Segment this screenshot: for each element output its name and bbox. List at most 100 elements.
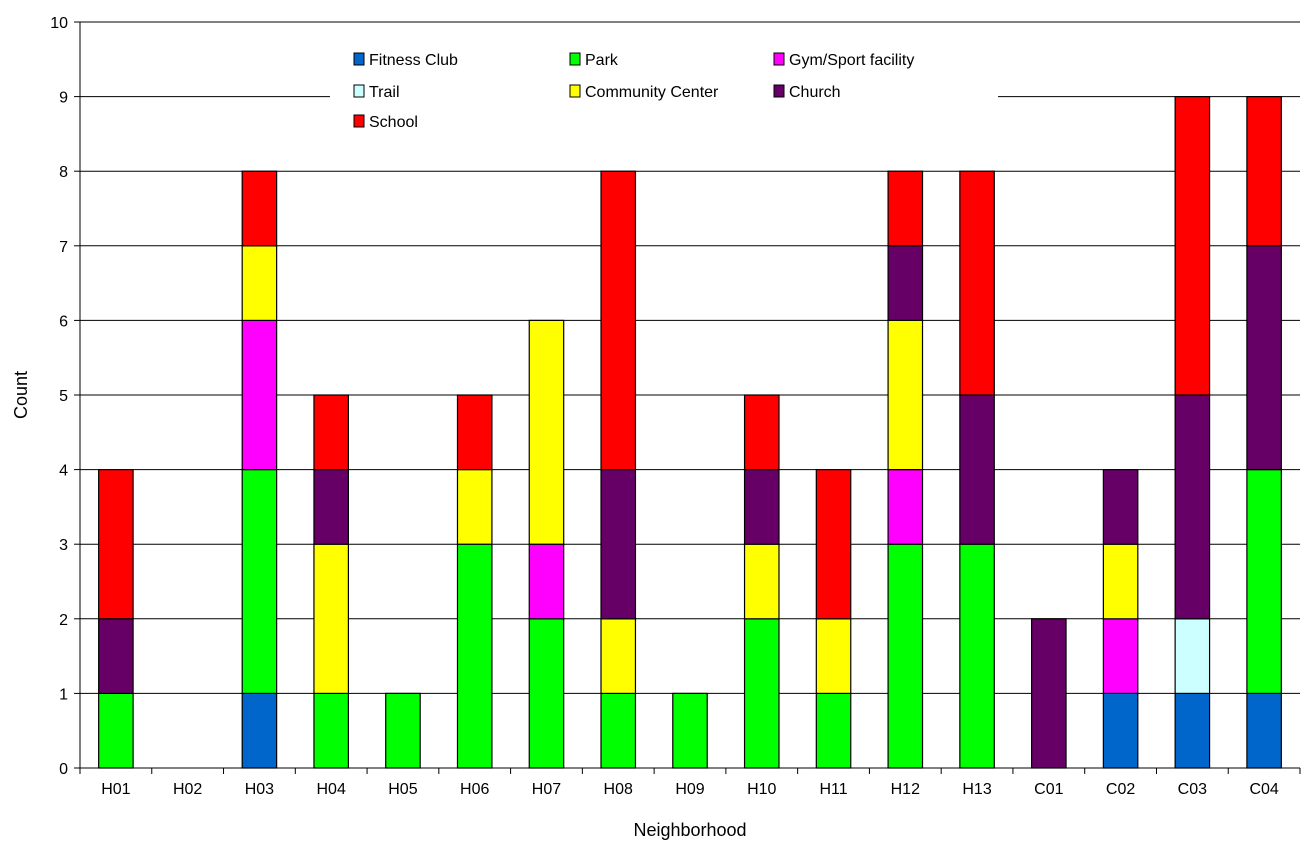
bar-segment-h03-gym-sport-facility	[241, 319, 278, 471]
x-tick-label: C01	[1034, 781, 1063, 798]
bar-segment-c04-fitness-club	[1246, 692, 1282, 769]
y-tick-label: 4	[59, 463, 68, 480]
bar-segment-h10-school	[743, 394, 780, 471]
y-tick-label: 8	[59, 164, 68, 181]
legend-label-fitness-club: Fitness Club	[369, 52, 458, 69]
legend: Fitness Club Park Gym/Sport facility Trail C…	[353, 52, 914, 131]
bar-segment-h03-community-center	[241, 245, 278, 322]
bar-segment-c02-community-center	[1102, 543, 1139, 620]
bar-segment-h08-park	[600, 692, 637, 769]
bar-segment-h12-park	[887, 543, 924, 769]
bar-segment-h13-park	[959, 543, 995, 769]
y-tick-label: 7	[59, 239, 68, 256]
x-tick-label: H06	[460, 781, 489, 798]
legend-label-park: Park	[585, 52, 619, 69]
bar-segment-h10-church	[743, 469, 780, 545]
bar-segment-h06-park	[456, 543, 493, 769]
bar-segment-c02-gym-sport-facility	[1102, 618, 1139, 694]
legend-swatch-community-center	[569, 84, 581, 98]
bar-segment-h11-community-center	[815, 618, 852, 694]
legend-label-trail: Trail	[369, 84, 400, 101]
bar-segment-h08-community-center	[600, 618, 637, 694]
x-tick-label: H07	[532, 781, 561, 798]
x-tick-label: C02	[1106, 781, 1135, 798]
bar-segment-c02-fitness-club	[1102, 692, 1139, 769]
y-tick-label: 3	[59, 537, 68, 554]
x-tick-label: H01	[101, 781, 130, 798]
x-tick-label: H13	[962, 781, 991, 798]
bar-segment-c04-school	[1246, 95, 1282, 247]
legend-swatch-church	[773, 84, 785, 98]
x-tick-label: H12	[891, 781, 920, 798]
legend-label-school: School	[369, 114, 418, 131]
x-tick-label: H04	[316, 781, 345, 798]
bar-segment-h13-school	[959, 170, 995, 396]
bar-segment-h07-community-center	[528, 319, 565, 545]
bar-segment-h04-church	[313, 469, 350, 545]
bar-segment-h04-community-center	[313, 543, 350, 695]
bar-segment-c03-trail	[1174, 618, 1211, 694]
bar-segment-c03-school	[1174, 95, 1211, 396]
legend-swatch-trail	[353, 84, 365, 98]
y-tick-label: 2	[59, 612, 68, 629]
bar-segment-c04-church	[1246, 245, 1282, 471]
legend-swatch-gym-sport-facility	[773, 52, 785, 66]
bar-segment-c02-church	[1102, 469, 1139, 545]
y-axis-title: Count	[11, 371, 31, 419]
bar-segment-h07-gym-sport-facility	[528, 543, 565, 620]
bar-segment-c03-church	[1174, 394, 1211, 620]
bar-segment-h03-park	[241, 469, 278, 695]
x-axis-title: Neighborhood	[633, 820, 746, 840]
x-tick-label: C03	[1178, 781, 1207, 798]
legend-swatch-fitness-club	[353, 52, 365, 66]
bar-segment-h06-community-center	[456, 469, 493, 545]
bar-segment-h10-park	[743, 618, 780, 769]
x-tick-label: H10	[747, 781, 776, 798]
bar-segment-h10-community-center	[743, 543, 780, 620]
legend-label-church: Church	[789, 84, 841, 101]
x-tick-label: H03	[245, 781, 274, 798]
bar-segment-h05-park	[385, 692, 421, 769]
bar-segment-h01-park	[98, 692, 134, 769]
bar-segment-h09-park	[672, 692, 708, 769]
bar-segment-h01-church	[98, 618, 134, 694]
legend-label-gym-sport-facility: Gym/Sport facility	[789, 52, 914, 69]
bar-segment-c01-church	[1030, 618, 1067, 769]
bar-segment-h03-school	[241, 170, 278, 247]
bar-segment-h08-church	[600, 469, 637, 620]
bar-segment-h11-park	[815, 692, 852, 769]
legend-label-community-center: Community Center	[585, 84, 719, 101]
bar-segment-h04-school	[313, 394, 350, 471]
y-tick-label: 5	[59, 388, 68, 405]
y-tick-label: 6	[59, 313, 68, 330]
x-axis: H01 H02 H03 H04 H05 H06 H07 H08 H09 H10 H11 H12 H13 C…	[79, 767, 1301, 798]
bar-segment-h12-gym-sport-facility	[887, 469, 924, 545]
bar-segment-h07-park	[528, 618, 565, 769]
bar-segment-h11-school	[815, 469, 852, 620]
bar-segment-h01-school	[98, 469, 134, 620]
bar-segment-h13-church	[959, 394, 995, 545]
bar-segment-h06-school	[456, 394, 493, 471]
legend-swatch-school	[353, 114, 365, 128]
bar-segment-c04-park	[1246, 469, 1282, 695]
x-tick-label: H11	[819, 781, 847, 798]
bar-segment-h03-fitness-club	[241, 692, 278, 769]
bar-segment-h12-community-center	[887, 319, 924, 471]
x-tick-label: H05	[388, 781, 417, 798]
bar-segment-h04-park	[313, 692, 350, 769]
x-tick-label: H08	[604, 781, 633, 798]
x-tick-label: H02	[173, 781, 202, 798]
legend-background	[330, 44, 998, 138]
y-tick-label: 1	[59, 686, 68, 703]
x-tick-label: H09	[675, 781, 704, 798]
bar-segment-c03-fitness-club	[1174, 692, 1211, 769]
bars	[98, 95, 1282, 769]
y-axis: 0 1 2 3 4 5 6 7 8 9 10	[50, 15, 81, 778]
bar-segment-h12-church	[887, 245, 924, 322]
legend-swatch-park	[569, 52, 581, 66]
x-tick-label: C04	[1249, 781, 1278, 798]
y-tick-label: 9	[59, 90, 68, 107]
bar-segment-h12-school	[887, 170, 924, 247]
y-tick-label: 0	[59, 761, 68, 778]
